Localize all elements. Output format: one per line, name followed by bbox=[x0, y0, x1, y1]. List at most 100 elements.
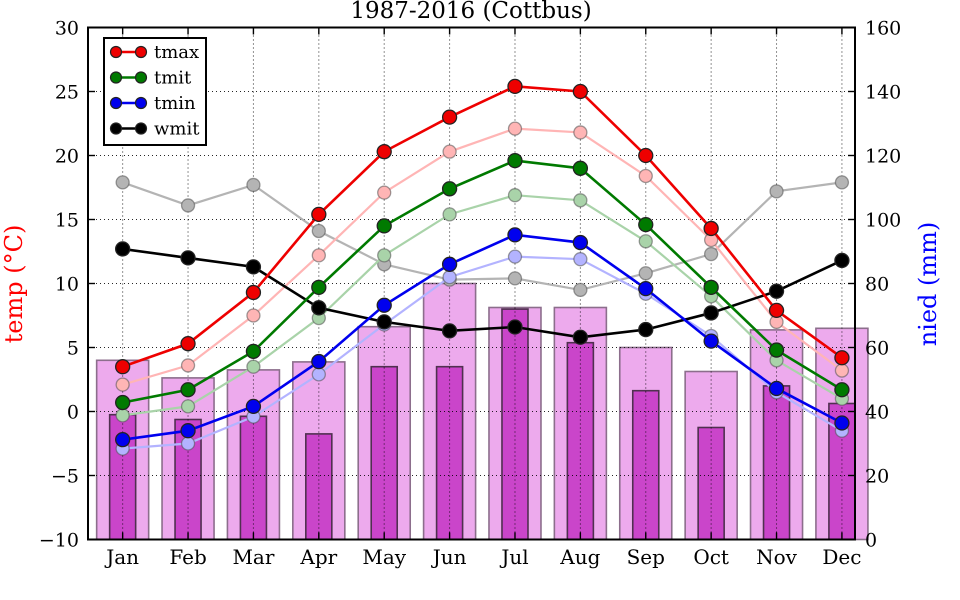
marker-tmit_ref bbox=[573, 193, 588, 208]
marker-tmax_ref bbox=[573, 125, 588, 140]
left-tick-label: 0 bbox=[67, 402, 79, 424]
left-tick-label: 5 bbox=[67, 338, 79, 360]
marker-tmax_ref bbox=[442, 144, 457, 159]
legend-label: tmit bbox=[154, 68, 192, 89]
month-label: Apr bbox=[299, 545, 337, 569]
month-label: Jan bbox=[104, 545, 139, 569]
left-tick-label: 10 bbox=[55, 274, 79, 296]
marker-tmax bbox=[376, 144, 392, 160]
month-label: Feb bbox=[169, 545, 206, 569]
marker-tmit bbox=[245, 343, 262, 359]
marker-tmax bbox=[834, 350, 850, 366]
marker-tmit bbox=[441, 181, 458, 197]
marker-wmit_ref bbox=[703, 246, 719, 262]
marker-tmit bbox=[115, 394, 131, 411]
marker-tmin bbox=[638, 280, 654, 297]
marker-tmax_ref bbox=[246, 308, 261, 323]
marker-tmax bbox=[180, 336, 196, 352]
marker-tmax_ref bbox=[115, 377, 130, 392]
marker-tmin bbox=[115, 432, 131, 448]
legend-marker bbox=[134, 122, 148, 135]
marker-tmit bbox=[572, 160, 589, 176]
month-label: Jul bbox=[499, 545, 528, 569]
marker-wmit_ref bbox=[180, 198, 196, 213]
marker-wmit bbox=[245, 259, 262, 275]
marker-tmin bbox=[376, 297, 392, 313]
series-line-tmax_ref bbox=[122, 127, 843, 386]
series-line-tmin_ref bbox=[122, 255, 843, 450]
marker-tmax_ref bbox=[834, 363, 850, 378]
series-tmit bbox=[115, 152, 850, 411]
marker-wmit bbox=[507, 319, 523, 335]
marker-tmax bbox=[572, 83, 589, 100]
right-tick-label: 120 bbox=[865, 146, 901, 168]
marker-tmax_ref bbox=[507, 121, 523, 136]
series-line-tmit bbox=[122, 159, 843, 404]
legend-item-tmax: tmax bbox=[109, 42, 199, 63]
month-label: Mar bbox=[232, 545, 274, 569]
marker-wmit bbox=[638, 321, 654, 338]
right-tick-label: 80 bbox=[865, 274, 889, 296]
legend-label: tmax bbox=[154, 42, 199, 63]
right-tick-label: 140 bbox=[865, 82, 901, 104]
right-tick-label: 60 bbox=[865, 338, 889, 360]
series-line-wmit_ref bbox=[122, 181, 843, 292]
marker-tmin bbox=[768, 380, 785, 397]
marker-tmax bbox=[703, 220, 719, 237]
legend-marker bbox=[109, 71, 123, 84]
marker-wmit bbox=[180, 250, 196, 266]
tick-labels: −10 −5 0 5 10 15 20 25 30 0 20 40 60 80 100 120 140 160 Ja… bbox=[39, 18, 901, 570]
marker-wmit_ref bbox=[507, 271, 523, 286]
chart-title: 1987-2016 (Cottbus) bbox=[350, 0, 591, 24]
marker-tmax bbox=[768, 302, 785, 319]
month-label: Nov bbox=[756, 545, 798, 569]
month-label: Jun bbox=[431, 545, 467, 569]
marker-tmin bbox=[572, 234, 589, 251]
marker-tmin bbox=[311, 353, 327, 370]
month-label: Dec bbox=[822, 545, 861, 569]
legend-marker bbox=[134, 45, 148, 59]
plot-border bbox=[87, 26, 856, 541]
marker-tmit_ref bbox=[442, 207, 457, 222]
marker-tmit bbox=[376, 218, 392, 234]
marker-tmit bbox=[311, 279, 327, 295]
marker-tmit bbox=[703, 279, 719, 295]
series-line-tmax bbox=[122, 85, 843, 368]
series-tmit_ref bbox=[115, 188, 850, 423]
marker-tmit bbox=[638, 216, 654, 233]
legend-marker bbox=[109, 45, 123, 59]
series-tmin_ref bbox=[115, 249, 850, 456]
left-tick-label: −5 bbox=[51, 466, 79, 488]
marker-tmax bbox=[245, 284, 262, 301]
marker-tmax bbox=[311, 206, 327, 223]
series-tmin bbox=[115, 227, 850, 448]
legend: tmax tmit tmin wmit bbox=[103, 37, 207, 146]
bar-narrow-Jun bbox=[435, 365, 464, 541]
bar-narrow-Sep bbox=[631, 389, 660, 541]
right-tick-label: 40 bbox=[865, 402, 889, 424]
marker-tmax bbox=[441, 109, 458, 125]
legend-item-tmin: tmin bbox=[109, 93, 196, 114]
marker-tmin bbox=[180, 423, 196, 439]
marker-tmin_ref bbox=[573, 252, 588, 267]
series-wmit_ref bbox=[115, 175, 850, 298]
left-axis-label: temp (°C) bbox=[0, 225, 28, 344]
marker-tmin bbox=[441, 256, 458, 272]
marker-tmin bbox=[507, 227, 523, 243]
marker-wmit_ref bbox=[311, 223, 326, 239]
series-line-tmit_ref bbox=[122, 194, 843, 417]
marker-tmin bbox=[834, 415, 850, 431]
marker-tmit_ref bbox=[638, 234, 653, 249]
marker-tmit bbox=[768, 342, 785, 358]
right-axis-label: nied (mm) bbox=[914, 222, 942, 347]
legend-label: wmit bbox=[154, 119, 200, 140]
marker-tmin bbox=[703, 333, 719, 349]
marker-wmit_ref bbox=[834, 175, 850, 190]
marker-tmax bbox=[507, 78, 523, 95]
marker-wmit_ref bbox=[573, 282, 588, 298]
lines-layer bbox=[115, 78, 850, 456]
month-label: Aug bbox=[559, 545, 600, 569]
right-tick-label: 160 bbox=[865, 18, 901, 40]
marker-wmit bbox=[311, 300, 327, 316]
